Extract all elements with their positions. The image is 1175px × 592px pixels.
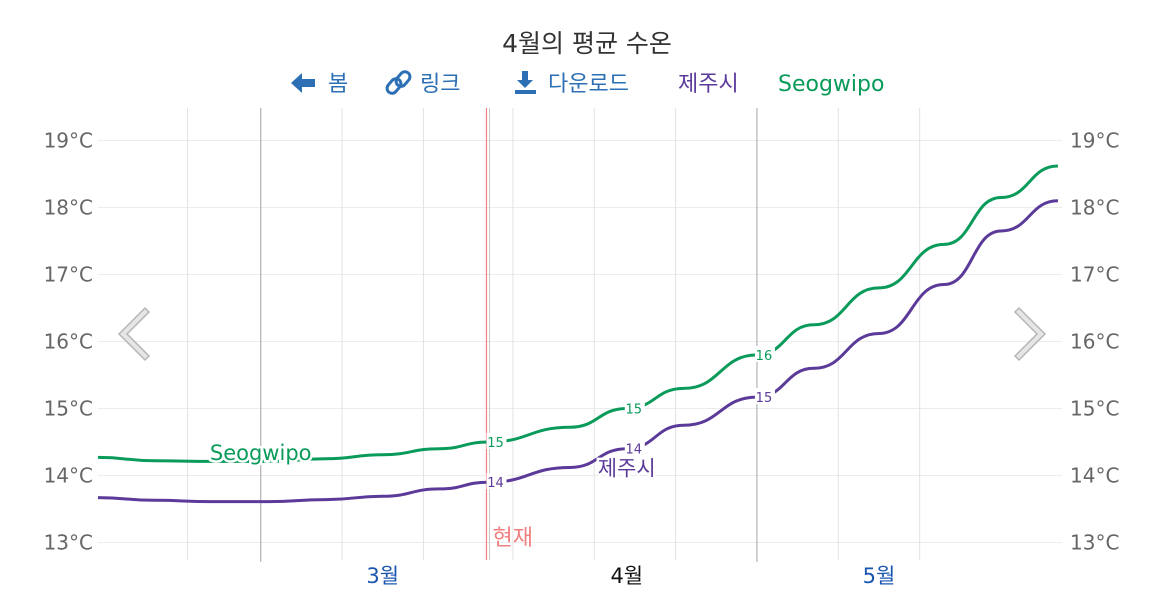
data-label-bg bbox=[754, 345, 775, 362]
y-tick-label-left: 19°C bbox=[44, 129, 93, 153]
data-label-bg bbox=[624, 439, 645, 456]
data-label-bg bbox=[624, 399, 645, 416]
y-tick-label-right: 16°C bbox=[1070, 330, 1119, 354]
month-label: 4월 bbox=[610, 564, 643, 588]
data-label-jeju: 15 bbox=[756, 391, 773, 406]
y-tick-label-left: 17°C bbox=[44, 263, 93, 287]
series-name-label-jeju: 제주시 bbox=[598, 456, 656, 480]
arrow-left-icon bbox=[291, 73, 315, 93]
month-label[interactable]: 5월 bbox=[863, 564, 896, 588]
series-line-jeju bbox=[97, 199, 1059, 504]
link-button[interactable]: 링크 bbox=[385, 70, 460, 97]
y-tick-label-left: 16°C bbox=[44, 330, 93, 354]
data-label-bg bbox=[754, 388, 775, 405]
data-label-seogwipo: 15 bbox=[487, 436, 504, 451]
download-button-label: 다운로드 bbox=[548, 72, 629, 97]
data-label-jeju: 14 bbox=[626, 443, 643, 458]
link-button-label: 링크 bbox=[420, 72, 460, 97]
y-tick-label-left: 14°C bbox=[44, 464, 93, 488]
series bbox=[97, 164, 1059, 504]
legend-item-jeju[interactable]: 제주시 bbox=[678, 72, 739, 97]
y-tick-label-right: 15°C bbox=[1070, 397, 1119, 421]
series-name-label-halo: Seogwipo bbox=[210, 441, 312, 465]
data-label-bg bbox=[486, 473, 507, 490]
data-label-seogwipo: 15 bbox=[626, 403, 643, 418]
axes: 13°C 13°C 14°C 14°C 15°C 15°C 16°C 16°C 17°C 17°C… bbox=[44, 129, 1120, 589]
now-label: 현재 bbox=[492, 526, 532, 551]
view-button-label: 봄 bbox=[328, 72, 348, 97]
legend-item-seogwipo[interactable]: Seogwipo bbox=[778, 72, 884, 97]
y-tick-label-right: 13°C bbox=[1070, 531, 1119, 555]
next-period-button[interactable] bbox=[1013, 306, 1047, 362]
download-button[interactable]: 다운로드 bbox=[515, 71, 629, 97]
y-tick-label-left: 18°C bbox=[44, 196, 93, 220]
y-tick-label-right: 18°C bbox=[1070, 196, 1119, 220]
data-label-seogwipo: 16 bbox=[756, 349, 773, 364]
y-tick-label-right: 17°C bbox=[1070, 263, 1119, 287]
y-tick-label-right: 19°C bbox=[1070, 129, 1119, 153]
series-name-label-seogwipo: Seogwipo bbox=[210, 441, 312, 465]
data-label-bg bbox=[486, 433, 507, 449]
prev-period-button[interactable] bbox=[117, 306, 151, 362]
grid bbox=[98, 108, 1062, 562]
link-icon bbox=[385, 70, 412, 95]
series-name-label-halo: 제주시 bbox=[598, 456, 656, 480]
y-tick-label-right: 14°C bbox=[1070, 464, 1119, 488]
data-label-jeju: 14 bbox=[487, 476, 504, 491]
chevron-left-icon bbox=[117, 306, 151, 362]
view-button[interactable]: 봄 bbox=[291, 72, 348, 97]
series-line-seogwipo bbox=[97, 164, 1059, 463]
chevron-right-icon bbox=[1013, 306, 1047, 362]
y-tick-label-left: 13°C bbox=[44, 531, 93, 555]
chart-title: 4월의 평균 수온 bbox=[502, 29, 672, 58]
month-label[interactable]: 3월 bbox=[366, 564, 399, 588]
download-icon bbox=[515, 71, 536, 94]
y-tick-label-left: 15°C bbox=[44, 397, 93, 421]
